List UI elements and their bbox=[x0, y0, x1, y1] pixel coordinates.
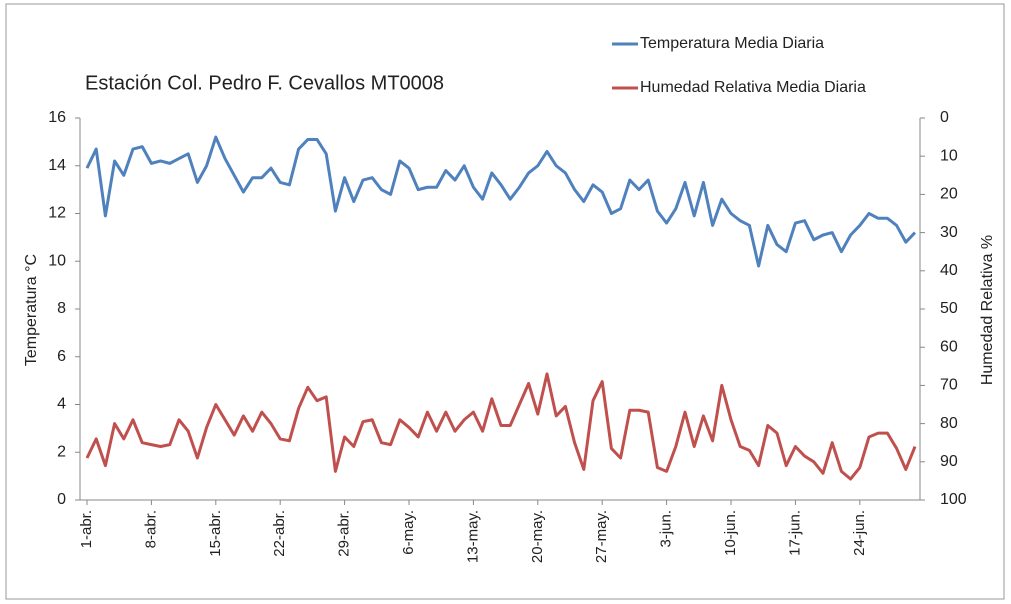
x-tick-label: 1-abr. bbox=[78, 510, 95, 548]
x-tick-label: 24-jun. bbox=[851, 510, 868, 556]
y-tick-label: 16 bbox=[48, 109, 66, 126]
chart-title: Estación Col. Pedro F. Cevallos MT0008 bbox=[85, 72, 444, 94]
y-tick-label: 4 bbox=[57, 396, 66, 413]
x-tick-label: 6-may. bbox=[400, 510, 417, 555]
x-tick-label: 10-jun. bbox=[722, 510, 739, 556]
y2-tick-label: 80 bbox=[940, 415, 958, 432]
x-tick-label: 27-may. bbox=[593, 510, 610, 563]
y2-tick-label: 10 bbox=[940, 147, 958, 164]
legend-label: Humedad Relativa Media Diaria bbox=[640, 79, 866, 96]
y2-axis-title: Humedad Relativa % bbox=[979, 235, 996, 385]
y2-tick-label: 90 bbox=[940, 453, 958, 470]
y-tick-label: 0 bbox=[57, 491, 66, 508]
series-line bbox=[85, 372, 917, 481]
y-tick-label: 2 bbox=[57, 443, 66, 460]
y2-tick-label: 0 bbox=[940, 109, 949, 126]
y-tick-label: 10 bbox=[48, 252, 66, 269]
y2-tick-label: 100 bbox=[940, 491, 967, 508]
y2-tick-label: 70 bbox=[940, 377, 958, 394]
y2-tick-label: 20 bbox=[940, 186, 958, 203]
x-tick-label: 3-jun. bbox=[658, 510, 675, 548]
y-tick-label: 6 bbox=[57, 348, 66, 365]
series-line bbox=[85, 135, 917, 268]
x-tick-label: 29-abr. bbox=[336, 510, 353, 557]
y2-tick-label: 40 bbox=[940, 262, 958, 279]
legend-label: Temperatura Media Diaria bbox=[640, 35, 824, 52]
y-axis-title: Temperatura °C bbox=[23, 254, 40, 366]
y-tick-label: 8 bbox=[57, 300, 66, 317]
x-tick-label: 20-may. bbox=[529, 510, 546, 563]
y2-tick-label: 30 bbox=[940, 224, 958, 241]
y2-tick-label: 60 bbox=[940, 338, 958, 355]
y2-tick-label: 50 bbox=[940, 300, 958, 317]
x-tick-label: 22-abr. bbox=[271, 510, 288, 557]
y-tick-label: 12 bbox=[48, 205, 66, 222]
x-tick-label: 8-abr. bbox=[142, 510, 159, 548]
x-tick-label: 15-abr. bbox=[207, 510, 224, 557]
x-tick-label: 13-may. bbox=[464, 510, 481, 563]
x-tick-label: 17-jun. bbox=[786, 510, 803, 556]
y-tick-label: 14 bbox=[48, 157, 66, 174]
